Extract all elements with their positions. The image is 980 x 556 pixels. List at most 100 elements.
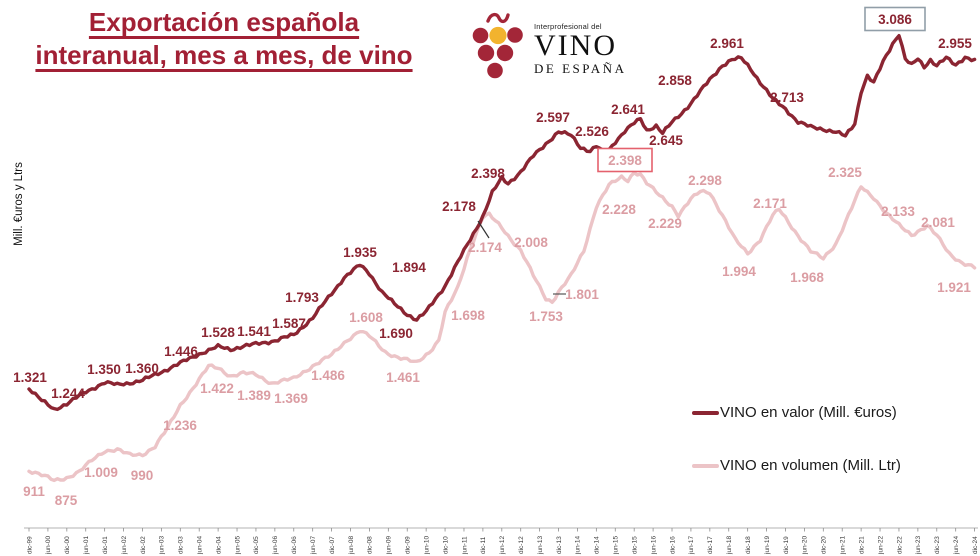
x-tick-label: dic-07 bbox=[329, 536, 336, 554]
x-tick-label: jun-09 bbox=[386, 536, 393, 555]
data-label-valor: 1.446 bbox=[164, 344, 198, 359]
x-tick-label: dic-10 bbox=[442, 536, 449, 554]
x-tick-label: dic-18 bbox=[745, 536, 752, 554]
data-label-valor: 1.360 bbox=[125, 361, 159, 376]
x-tick-label: jun-14 bbox=[575, 536, 582, 555]
grape-circle bbox=[487, 62, 503, 79]
logo-main-text: VINO bbox=[534, 29, 617, 62]
x-tick-label: dic-23 bbox=[934, 536, 941, 554]
data-label-valor: 2.955 bbox=[938, 36, 972, 51]
data-label-volumen: 1.009 bbox=[84, 465, 118, 480]
data-label-volumen: 2.081 bbox=[921, 215, 955, 230]
data-label-volumen: 2.229 bbox=[648, 216, 682, 231]
x-tick-label: dic-04 bbox=[215, 536, 222, 554]
data-label-volumen: 875 bbox=[55, 493, 78, 508]
data-label-volumen: 2.325 bbox=[828, 165, 862, 180]
data-label-valor: 2.858 bbox=[658, 73, 692, 88]
volumen-line-swatch bbox=[692, 463, 719, 468]
x-tick-label: jun-24 bbox=[953, 536, 960, 555]
x-tick-label: jun-03 bbox=[159, 536, 166, 555]
x-tick-label: jun-17 bbox=[688, 536, 695, 555]
logo-text: Interprofesional del VINO DE ESPAÑA bbox=[534, 22, 626, 77]
x-tick-label: jun-20 bbox=[802, 536, 809, 555]
x-tick-label: dic-22 bbox=[896, 536, 903, 554]
x-tick-label: dic-06 bbox=[291, 536, 298, 554]
data-label-valor: 2.713 bbox=[770, 90, 804, 105]
data-label-volumen: 990 bbox=[131, 468, 154, 483]
x-tick-label: jun-16 bbox=[650, 536, 657, 555]
x-tick-label: dic-15 bbox=[632, 536, 639, 554]
data-label-volumen: 911 bbox=[23, 484, 45, 499]
legend-label-volumen: VINO en volumen (Mill. Ltr) bbox=[720, 457, 901, 474]
x-tick-label: jun-21 bbox=[840, 536, 847, 555]
leader-line bbox=[477, 220, 490, 239]
data-label-valor: 1.244 bbox=[51, 386, 85, 401]
page-title: Exportación española interanual, mes a m… bbox=[2, 6, 446, 73]
data-label-valor: 1.350 bbox=[87, 362, 121, 377]
data-label-volumen: 1.801 bbox=[565, 287, 599, 302]
x-tick-label: dic-17 bbox=[707, 536, 714, 554]
x-tick-label: jun-23 bbox=[915, 536, 922, 555]
x-tick-label: dic-05 bbox=[253, 536, 260, 554]
data-label-volumen: 2.174 bbox=[468, 240, 502, 255]
legend-item-volumen: VINO en volumen (Mill. Ltr) bbox=[692, 457, 901, 474]
data-label-valor: 2.597 bbox=[536, 110, 570, 125]
x-tick-label: jun-08 bbox=[348, 536, 355, 555]
data-label-volumen: 2.008 bbox=[514, 235, 548, 250]
data-label-valor: 2.961 bbox=[710, 36, 744, 51]
data-label-volumen: 1.422 bbox=[200, 381, 234, 396]
x-tick-label: dic-14 bbox=[594, 536, 601, 554]
data-label-volumen: 1.608 bbox=[349, 310, 383, 325]
vino-de-espana-logo: Interprofesional del VINO DE ESPAÑA bbox=[452, 2, 652, 94]
data-label-volumen: 2.398 bbox=[608, 153, 642, 168]
x-tick-label: dic-19 bbox=[783, 536, 790, 554]
x-tick-label: dic-11 bbox=[480, 536, 487, 554]
x-tick-label: dic-00 bbox=[64, 536, 71, 554]
grape-circle bbox=[472, 27, 489, 44]
x-tick-label: dic-16 bbox=[669, 536, 676, 554]
data-label-volumen: 1.698 bbox=[451, 308, 485, 323]
x-tick-label: dic-09 bbox=[405, 536, 412, 554]
legend-label-valor: VINO en valor (Mill. €uros) bbox=[720, 404, 897, 421]
data-label-volumen: 1.461 bbox=[386, 370, 420, 385]
data-label-volumen: 1.994 bbox=[722, 264, 756, 279]
x-tick-label: dic-03 bbox=[178, 536, 185, 554]
grape-circle bbox=[496, 44, 514, 62]
title-line1: Exportación española bbox=[88, 7, 360, 37]
x-tick-label: dic-99 bbox=[26, 536, 33, 554]
data-label-volumen: 2.298 bbox=[688, 173, 722, 188]
data-label-valor: 1.690 bbox=[379, 326, 413, 341]
valor-line-swatch bbox=[692, 410, 719, 415]
data-label-valor: 1.541 bbox=[237, 324, 271, 339]
data-label-valor: 1.935 bbox=[343, 245, 377, 260]
x-tick-label: dic-08 bbox=[367, 536, 374, 554]
x-tick-label: dic-12 bbox=[518, 536, 525, 554]
x-tick-label: dic-01 bbox=[102, 536, 109, 554]
x-tick-label: dic-21 bbox=[858, 536, 865, 554]
x-tick-label: jun-18 bbox=[726, 536, 733, 555]
data-label-valor: 2.645 bbox=[649, 133, 683, 148]
x-tick-label: jun-12 bbox=[499, 536, 506, 555]
grape-circle bbox=[507, 27, 523, 43]
data-label-volumen: 2.133 bbox=[881, 204, 915, 219]
x-tick-label: jun-05 bbox=[234, 536, 241, 555]
tilde-accent bbox=[486, 12, 510, 24]
data-label-valor: 1.321 bbox=[13, 370, 47, 385]
x-tick-label: dic-24 bbox=[972, 536, 979, 554]
grape-circle-yellow bbox=[489, 26, 507, 45]
data-label-volumen: 1.753 bbox=[529, 309, 563, 324]
x-tick-label: dic-02 bbox=[140, 536, 147, 554]
x-tick-label: jun-22 bbox=[877, 536, 884, 555]
x-tick-label: jun-01 bbox=[83, 536, 90, 555]
data-label-volumen: 1.389 bbox=[237, 388, 271, 403]
legend-item-valor: VINO en valor (Mill. €uros) bbox=[692, 404, 897, 421]
data-label-valor: 3.086 bbox=[878, 12, 912, 27]
data-label-valor: 1.894 bbox=[392, 260, 426, 275]
logo-sub-text: DE ESPAÑA bbox=[534, 61, 627, 76]
x-tick-label: jun-15 bbox=[613, 536, 620, 555]
grape-circle bbox=[477, 44, 495, 62]
data-label-volumen: 2.228 bbox=[602, 202, 636, 217]
x-tick-label: jun-02 bbox=[121, 536, 128, 555]
x-tick-label: jun-10 bbox=[424, 536, 431, 555]
